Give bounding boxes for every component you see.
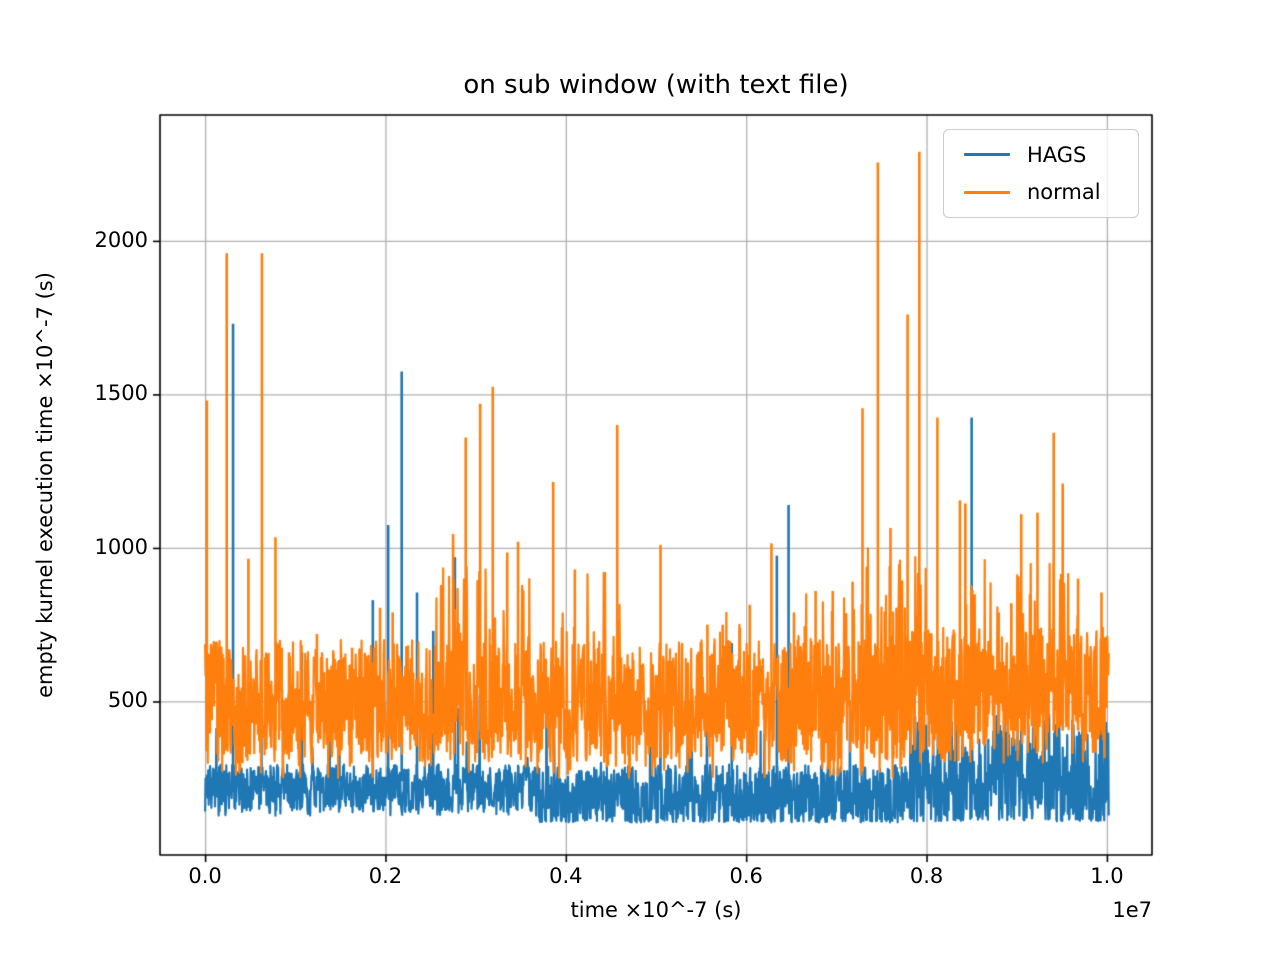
y-tick-label: 1500 bbox=[94, 381, 148, 406]
legend-line-sample-hags bbox=[964, 153, 1010, 157]
x-tick-label: 0.0 bbox=[188, 864, 222, 888]
y-axis-label: empty kurnel execution time ×10^-7 (s) bbox=[33, 272, 57, 698]
legend: HAGS normal bbox=[943, 129, 1139, 218]
legend-entry-normal: normal bbox=[944, 180, 1138, 204]
legend-entry-hags: HAGS bbox=[944, 143, 1138, 167]
y-tick-label: 500 bbox=[107, 688, 148, 713]
x-tick-label: 0.2 bbox=[368, 864, 403, 888]
x-axis-offset-label: 1e7 bbox=[1112, 898, 1152, 922]
x-tick-label: 0.6 bbox=[729, 864, 763, 888]
x-tick-label: 0.8 bbox=[909, 864, 944, 888]
legend-line-sample-normal bbox=[964, 190, 1010, 194]
chart-title: on sub window (with text file) bbox=[463, 70, 849, 100]
legend-label-hags: HAGS bbox=[1027, 142, 1087, 167]
y-tick-label: 1000 bbox=[94, 534, 148, 559]
legend-label-normal: normal bbox=[1027, 180, 1101, 205]
x-axis-label: time ×10^-7 (s) bbox=[570, 898, 742, 922]
y-tick-label: 2000 bbox=[94, 227, 148, 252]
x-tick-label: 0.4 bbox=[549, 864, 583, 888]
x-tick-label: 1.0 bbox=[1090, 864, 1124, 888]
